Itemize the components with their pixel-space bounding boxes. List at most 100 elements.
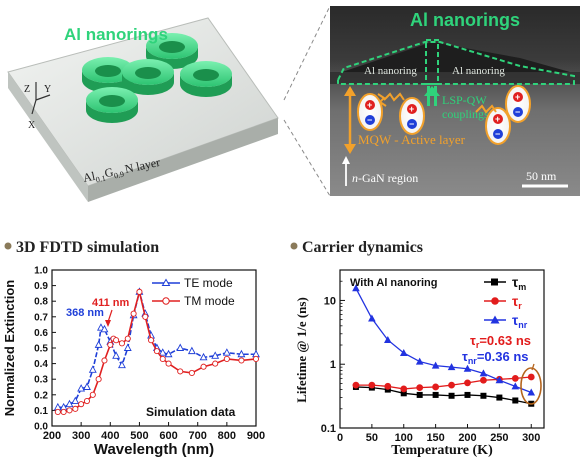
annotation-tau-nr: τnr=0.36 ns [462, 349, 529, 366]
fdtd-series [53, 287, 260, 416]
series-line-te [57, 291, 256, 409]
tm-point [89, 391, 96, 398]
axis-z-label: Z [24, 84, 30, 95]
svg-text:−: − [515, 107, 520, 117]
tm-point [238, 357, 245, 364]
legend-tau-nr: τnr [512, 312, 528, 330]
carrier-xlabel: Temperature (K) [391, 443, 493, 458]
tau-nr-point [495, 376, 504, 384]
zoom-lines [283, 5, 331, 197]
x-tick-label: 250 [490, 432, 508, 444]
tau-m-point [496, 394, 503, 401]
y-tick-label: 0.9 [34, 281, 48, 292]
tm-point [107, 341, 114, 348]
tau-nr-point [527, 388, 536, 396]
tau-r-point [352, 381, 360, 389]
series-line-tau-m [355, 386, 532, 405]
schematic-title: Al nanorings [64, 25, 168, 44]
tau-nr-point [384, 335, 392, 343]
legend-tm: TM mode [184, 294, 235, 308]
tau-r-point [464, 379, 471, 387]
x-tick-label: 800 [218, 430, 236, 442]
y-tick-label: 0.2 [34, 390, 48, 401]
tau-r-point [384, 382, 392, 390]
x-tick-label: 150 [426, 432, 444, 444]
ring-label-right: Al nanoring [452, 65, 505, 77]
scalebar-label: 50 nm [526, 169, 557, 183]
nanoring-cross-section [342, 42, 570, 72]
series-line-tm [57, 291, 257, 413]
carrier-plot-area [339, 269, 545, 429]
tm-point [130, 310, 137, 317]
tau-m-point [432, 391, 439, 398]
y-tick-label: 0.1 [34, 406, 48, 417]
fdtd-panel: 3D FDTD simulation 200 300 400 500 600 700 800… [2, 239, 265, 458]
tm-point [72, 405, 79, 412]
highlight-arrow [531, 363, 535, 371]
annotation-368: 368 nm [66, 307, 104, 319]
axis-x-label: X [28, 120, 36, 131]
x-tick-label: 200 [43, 430, 61, 442]
x-tick-label: 900 [247, 430, 265, 442]
x-tick-label: 50 [366, 432, 378, 444]
tem-panel: Al nanorings Al nanoring Al nanoring LSP… [330, 6, 580, 196]
legend-te: TE mode [184, 276, 233, 290]
tm-point [95, 376, 102, 383]
tm-point [66, 407, 73, 414]
slab-side-face [88, 118, 278, 202]
te-point [211, 351, 220, 359]
nanoring-array [82, 33, 232, 123]
y-tick-label: 0.1 [321, 423, 336, 435]
carrier-panel: Carrier dynamics 0 50 100 150 200 250 300 0.1 1 1… [290, 239, 545, 458]
y-tick-label: 1.0 [34, 266, 48, 277]
annotation-411-arrowhead [105, 320, 111, 327]
title-bullet [290, 242, 298, 250]
svg-text:−: − [409, 119, 414, 129]
x-tick-label: 300 [72, 430, 90, 442]
annotation-411: 411 nm [92, 297, 130, 309]
te-point [164, 349, 173, 358]
fdtd-legend: TE mode TM mode [152, 276, 235, 308]
tem-band [330, 72, 580, 84]
tau-m-point [512, 397, 519, 404]
mqw-label: MQW - Active layer [358, 132, 466, 147]
te-point [123, 343, 132, 351]
tm-point [113, 337, 120, 344]
tem-title: Al nanorings [410, 10, 520, 30]
tm-point [142, 313, 149, 320]
te-point [158, 348, 167, 356]
tau-r-point [432, 383, 440, 391]
tau-m-point [464, 391, 471, 398]
x-tick-label: 500 [130, 430, 148, 442]
tau-nr-point [447, 363, 456, 371]
highlight-ellipse [520, 367, 542, 405]
te-point [88, 365, 97, 373]
x-tick-label: 700 [189, 430, 207, 442]
slab-front-face [8, 72, 88, 202]
xyz-axes-icon [31, 82, 51, 115]
fdtd-footnote: Simulation data [146, 405, 236, 419]
svg-text:+: + [367, 100, 372, 110]
fdtd-axis-ticks: 200 300 400 500 600 700 800 900 0.0 0.1 0.2 0.3 0.4 0… [34, 266, 265, 443]
carrier-pair-2: + − [399, 97, 425, 135]
carrier-title: Carrier dynamics [302, 239, 423, 256]
fdtd-ylabel: Normalized Extinction [2, 280, 17, 417]
tau-r-point [400, 385, 408, 393]
tau-nr-point [415, 357, 424, 365]
axis-y-label: Y [44, 84, 51, 95]
te-point [222, 348, 231, 356]
tau-r-point [368, 381, 376, 389]
tm-point [223, 355, 230, 362]
te-point [83, 382, 91, 390]
tau-nr-point [463, 364, 472, 372]
carrier-ylabel: Lifetime @ 1/e (ns) [294, 297, 309, 403]
nanoring-outline [337, 39, 575, 85]
y-tick-label: 0.6 [34, 328, 48, 339]
tau-m-point [448, 392, 455, 399]
x-tick-label: 100 [395, 432, 413, 444]
x-tick-label: 600 [159, 430, 177, 442]
te-point [117, 360, 126, 369]
carrier-pair-4: + − [485, 107, 511, 145]
svg-text:+: + [495, 114, 500, 124]
